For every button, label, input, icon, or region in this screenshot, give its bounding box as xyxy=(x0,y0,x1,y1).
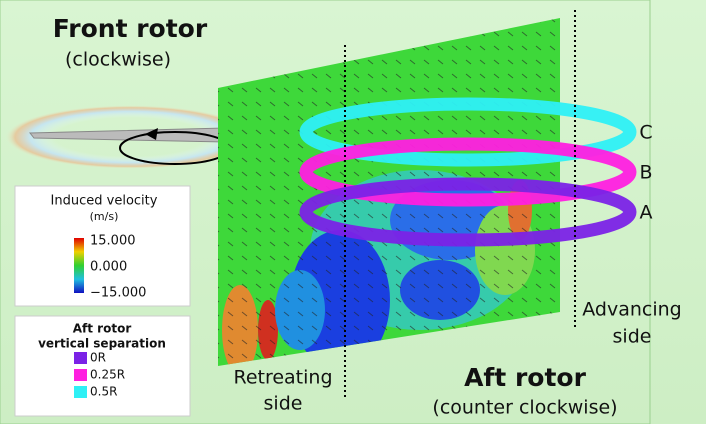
ring-label: A xyxy=(640,202,653,224)
ring-label: C xyxy=(639,122,652,144)
retreating-label: Retreating xyxy=(233,367,332,389)
colorbar-title: Induced velocity xyxy=(51,194,158,209)
colorbar-tick-label: −15.000 xyxy=(90,286,146,301)
ring-label: B xyxy=(639,162,652,184)
legend-swatch xyxy=(74,369,87,381)
legend-label: 0.5R xyxy=(90,385,117,399)
retreating-label: side xyxy=(264,393,303,415)
front-rotor-direction: (clockwise) xyxy=(65,49,171,71)
legend-label: 0R xyxy=(90,351,106,365)
legend-swatch xyxy=(74,386,87,398)
advancing-label: Advancing xyxy=(582,299,681,321)
separation-legend-title: Aft rotor xyxy=(73,322,132,336)
advancing-label: side xyxy=(613,326,652,348)
legend-label: 0.25R xyxy=(90,368,125,382)
aft-rotor-direction: (counter clockwise) xyxy=(432,397,617,419)
front-rotor-title: Front rotor xyxy=(53,14,208,43)
separation-legend-title: vertical separation xyxy=(38,337,166,351)
colorbar xyxy=(74,238,84,293)
colorbar-tick-label: 15.000 xyxy=(90,234,136,249)
aft-rotor-title: Aft rotor xyxy=(464,363,587,392)
colorbar-tick-label: 0.000 xyxy=(90,260,127,275)
colorbar-unit: (m/s) xyxy=(90,210,119,223)
legend-swatch xyxy=(74,352,87,364)
figure: Front rotor (clockwise) Retreating side … xyxy=(0,0,706,424)
